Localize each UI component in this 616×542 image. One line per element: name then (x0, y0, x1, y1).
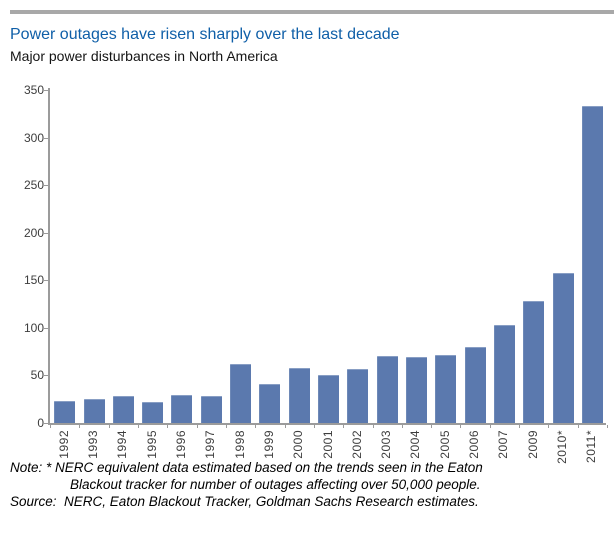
y-tick-mark (44, 375, 49, 377)
bar-1999 (259, 384, 281, 423)
bar-2010 (552, 272, 574, 423)
y-tick-label: 100 (23, 320, 44, 335)
x-tick-label: 2002 (349, 430, 364, 459)
x-tick-mark (460, 425, 462, 428)
y-tick-mark (44, 327, 49, 329)
x-tick-mark (607, 425, 608, 428)
footnote-line: Blackout tracker for number of outages a… (70, 477, 481, 492)
x-tick-mark (167, 425, 169, 428)
x-tick-label: 1997 (203, 430, 218, 459)
chart-title: Power outages have risen sharply over th… (10, 26, 400, 43)
x-tick-mark (431, 425, 433, 428)
y-tick-mark (44, 423, 49, 424)
x-tick-label: 2005 (437, 430, 452, 459)
y-tick-label: 250 (23, 178, 44, 193)
x-tick-label: 1992 (56, 430, 71, 459)
y-tick-mark (44, 280, 49, 282)
bar-1994 (112, 396, 134, 423)
bar-2002 (347, 368, 369, 423)
x-tick-label: 2001 (320, 430, 335, 459)
y-tick-label: 350 (23, 83, 44, 97)
x-tick-mark (489, 425, 491, 428)
x-tick-label: 2006 (467, 430, 482, 459)
x-tick-label: 2009 (525, 430, 540, 459)
x-tick-label: 1995 (144, 430, 159, 459)
bar-2011 (581, 106, 603, 423)
x-tick-label: 2000 (291, 430, 306, 459)
x-tick-label: 1993 (86, 430, 100, 459)
bar-1996 (171, 395, 193, 423)
x-tick-mark (50, 425, 51, 428)
bar-2003 (376, 356, 398, 423)
y-tick-label: 200 (23, 225, 44, 240)
bar-2005 (435, 354, 457, 423)
x-tick-label: 2004 (408, 430, 423, 459)
top-divider-rule (10, 10, 614, 14)
bar-1992 (54, 401, 76, 423)
x-tick-mark (343, 425, 345, 428)
x-tick-mark (284, 425, 286, 428)
x-tick-label: 2010* (555, 430, 569, 464)
x-tick-label: 1994 (115, 430, 130, 459)
x-tick-label: 2007 (496, 430, 511, 459)
y-tick-label: 300 (23, 130, 44, 145)
y-tick-mark (44, 137, 49, 139)
bar-2007 (493, 325, 515, 423)
x-tick-mark (401, 425, 403, 428)
chart-subtitle: Major power disturbances in North Americ… (10, 48, 278, 64)
x-tick-label: 2003 (379, 430, 394, 459)
footnote-block: Note: * NERC equivalent data estimated b… (10, 459, 483, 510)
footnote-line: Source: NERC, Eaton Blackout Tracker, Go… (10, 494, 479, 509)
bar-2001 (318, 375, 339, 423)
y-axis-line (48, 88, 50, 425)
x-tick-mark (372, 425, 374, 428)
x-tick-label: 1996 (173, 430, 188, 459)
y-tick-label: 150 (23, 273, 44, 288)
bar-2004 (405, 357, 427, 423)
bar-1993 (83, 399, 105, 423)
x-tick-mark (519, 425, 521, 428)
y-tick-mark (44, 90, 49, 91)
bar-2006 (464, 346, 486, 423)
x-tick-mark (548, 425, 550, 428)
x-tick-mark (108, 425, 110, 428)
bar-2000 (288, 367, 310, 423)
x-tick-mark (577, 425, 579, 428)
x-tick-mark (79, 425, 81, 428)
x-tick-mark (313, 425, 315, 428)
bar-2009 (523, 301, 545, 423)
x-tick-label: 1998 (232, 430, 247, 459)
bar-1998 (230, 364, 252, 423)
y-tick-mark (44, 185, 49, 187)
x-tick-label: 1999 (261, 430, 276, 459)
footnote-line: Note: * NERC equivalent data estimated b… (10, 460, 483, 475)
bar-1995 (142, 402, 164, 423)
x-tick-mark (225, 425, 227, 428)
x-tick-label: 2011* (584, 430, 599, 463)
y-tick-label: 0 (37, 416, 44, 430)
y-tick-mark (44, 232, 49, 234)
x-tick-mark (137, 425, 139, 428)
x-tick-mark (196, 425, 198, 428)
y-tick-label: 50 (30, 368, 44, 383)
x-tick-mark (255, 425, 257, 428)
x-axis-line (48, 423, 606, 425)
bar-1997 (200, 396, 222, 423)
